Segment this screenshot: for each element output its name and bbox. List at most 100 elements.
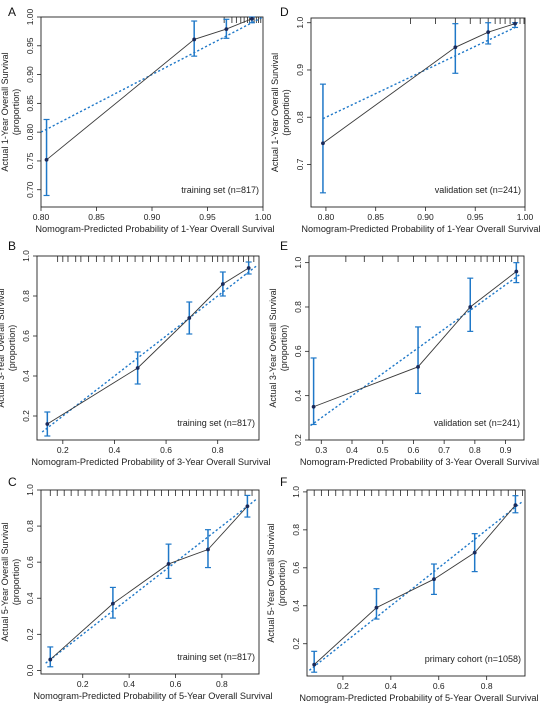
plot-frame [306,489,526,677]
observed-point [472,550,477,555]
y-axis-label-unit: (proportion) [277,560,287,607]
observed-point [311,404,316,409]
y-axis-label-unit: (proportion) [7,325,17,372]
y-tick-label: 0.80 [25,124,35,141]
observed-line [46,18,253,161]
ideal-line [322,26,516,120]
observed-point [513,503,518,508]
y-tick-label: 0.0 [25,664,35,676]
plot-frame [40,489,260,675]
calibration-panel-e: E 0.3 0.4 0.5 0.6 0.7 0.8 0.9 0.2 0.4 0.6 0.8 1.0 Nom… [268,239,539,467]
observed-point [432,577,436,582]
x-tick-label: 0.8 [469,445,481,455]
y-tick-label: 1.0 [291,486,301,498]
ideal-line [308,500,524,671]
observed-point [135,366,140,370]
observed-line [313,271,517,408]
observed-point [45,422,50,426]
x-tick-label: 0.6 [160,445,172,455]
x-tick-label: 0.6 [433,681,445,691]
y-axis-label-unit: (proportion) [279,325,289,372]
y-tick-label: 0.8 [291,524,301,536]
plot-frame [36,255,260,441]
observed-point [486,30,491,35]
y-tick-label: 0.8 [25,520,35,532]
y-tick-label: 0.4 [293,389,303,401]
x-tick-label: 1.00 [517,212,534,222]
x-tick-label: 0.85 [88,212,105,222]
observed-point [166,562,171,566]
ideal-line [310,273,522,427]
observed-line [49,505,248,660]
ideal-line [41,265,257,433]
observed-line [47,267,249,425]
panel-letter: F [280,475,287,489]
observed-line [313,504,516,665]
cohort-annotation: training set (n=817) [177,418,255,428]
x-tick-label: 0.4 [109,445,121,455]
observed-point [250,16,254,21]
y-tick-label: 0.2 [293,434,303,446]
cohort-annotation: validation set (n=241) [435,185,521,195]
y-axis-label: Actual 5-Year Overall Survival [0,522,10,641]
x-tick-label: 1.00 [255,212,272,222]
observed-point [513,21,517,26]
x-tick-label: 0.8 [212,445,224,455]
panel-letter: A [8,5,16,19]
x-tick-label: 0.95 [199,212,216,222]
y-axis-label: Actual 5-Year Overall Survival [266,523,276,642]
x-tick-label: 0.85 [367,212,384,222]
x-axis-label: Nomogram-Predicted Probability of 1-Year… [35,224,274,234]
cohort-annotation: training set (n=817) [181,185,259,195]
observed-point [224,27,229,31]
x-tick-label: 0.90 [417,212,434,222]
x-tick-label: 0.4 [346,445,358,455]
y-tick-label: 0.85 [25,95,35,112]
x-tick-label: 0.2 [77,679,89,689]
y-tick-label: 1.00 [25,8,35,25]
x-tick-label: 0.6 [408,445,420,455]
y-tick-label: 1.0 [25,484,35,496]
y-tick-label: 0.8 [295,111,305,123]
y-tick-label: 0.2 [25,628,35,640]
x-tick-label: 0.8 [216,679,228,689]
y-tick-label: 0.6 [25,556,35,568]
observed-point [187,316,192,320]
x-axis-label: Nomogram-Predicted Probability of 5-Year… [299,693,538,703]
y-axis-label-unit: (proportion) [281,89,291,136]
y-tick-label: 0.9 [295,64,305,76]
ideal-line [40,16,264,133]
observed-point [468,305,473,309]
observed-point [44,157,49,162]
observed-point [192,37,197,42]
y-axis-label-unit: (proportion) [11,559,21,606]
observed-point [514,269,519,274]
x-tick-label: 0.80 [33,212,50,222]
y-tick-label: 0.90 [25,66,35,83]
observed-point [245,504,250,509]
x-tick-label: 0.2 [57,445,69,455]
y-tick-label: 0.8 [293,301,303,313]
observed-point [246,266,251,270]
x-tick-label: 0.95 [467,212,484,222]
y-tick-label: 0.70 [25,181,35,198]
x-tick-label: 0.80 [318,212,335,222]
cohort-annotation: primary cohort (n=1058) [425,654,521,664]
observed-point [416,364,420,369]
x-tick-label: 0.6 [170,679,182,689]
observed-point [206,547,210,552]
observed-point [48,657,53,662]
y-axis-label: Actual 3-Year Overall Survival [0,288,6,407]
cohort-annotation: training set (n=817) [177,652,255,662]
y-axis-label: Actual 1-Year Overall Survival [270,53,280,172]
y-tick-label: 0.95 [25,37,35,54]
y-tick-label: 0.4 [291,600,301,612]
plot-frame [308,255,525,441]
plot-frame [40,16,264,208]
y-tick-label: 0.2 [291,638,301,650]
x-tick-label: 0.7 [438,445,450,455]
x-tick-label: 0.8 [481,681,493,691]
y-tick-label: 0.6 [293,345,303,357]
y-tick-label: 0.7 [295,158,305,170]
